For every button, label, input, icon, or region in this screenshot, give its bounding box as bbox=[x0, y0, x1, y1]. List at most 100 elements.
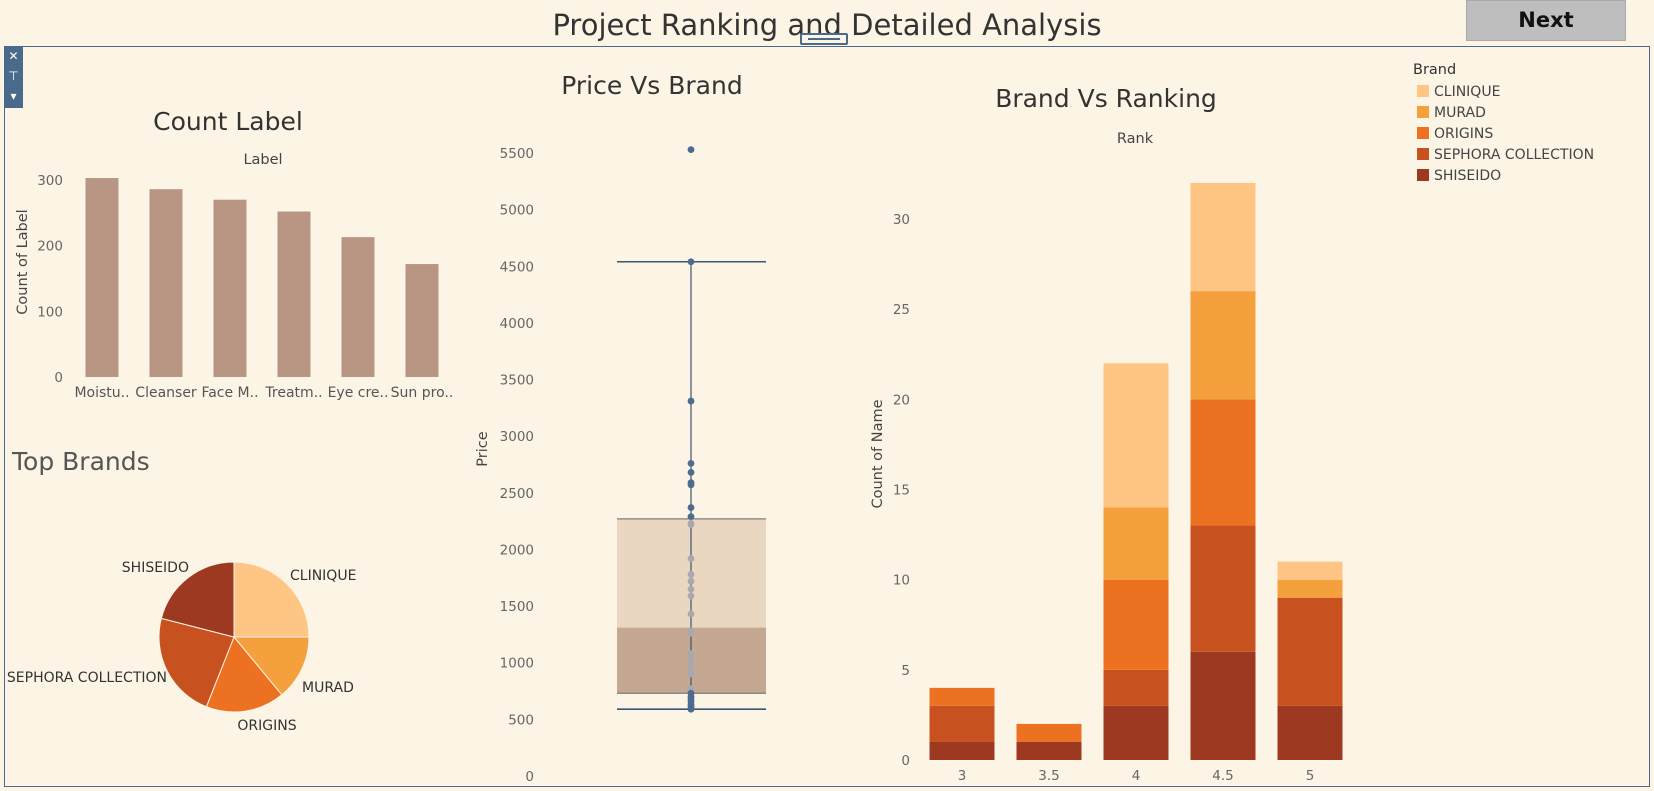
count-bar[interactable] bbox=[405, 264, 439, 377]
price-point[interactable] bbox=[687, 513, 695, 521]
price-ytick: 4500 bbox=[500, 259, 534, 275]
price-point[interactable] bbox=[687, 577, 695, 585]
count-label-ylabel: Count of Label bbox=[15, 209, 31, 314]
container-move-handle[interactable] bbox=[800, 33, 848, 45]
legend-swatch bbox=[1417, 169, 1429, 181]
pie-slice[interactable] bbox=[233, 561, 310, 638]
price-point[interactable] bbox=[687, 585, 695, 593]
rank-bar-segment[interactable] bbox=[1103, 507, 1169, 580]
price-point[interactable] bbox=[687, 504, 695, 511]
rank-bar-segment[interactable] bbox=[1103, 669, 1169, 706]
rank-xtick: 5 bbox=[1306, 768, 1315, 784]
legend-swatch bbox=[1417, 106, 1429, 118]
price-point[interactable] bbox=[687, 660, 695, 668]
pie-label: SHISEIDO bbox=[122, 560, 189, 576]
rank-bar-segment[interactable] bbox=[1190, 525, 1256, 652]
rank-bar-segment[interactable] bbox=[929, 687, 995, 706]
pie-slice[interactable] bbox=[205, 636, 283, 713]
price-point[interactable] bbox=[687, 610, 695, 618]
rank-bar-segment[interactable] bbox=[1103, 705, 1169, 760]
pie-slice[interactable] bbox=[158, 617, 235, 708]
legend-swatch bbox=[1417, 127, 1429, 139]
count-bar[interactable] bbox=[213, 199, 247, 377]
price-point[interactable] bbox=[687, 521, 695, 528]
price-point[interactable] bbox=[687, 670, 695, 678]
rank-bar-segment[interactable] bbox=[1277, 705, 1343, 760]
rank-bar-segment[interactable] bbox=[1190, 651, 1256, 760]
brand-vs-ranking-chart: Brand Vs Ranking Rank Count of Name 0 5 10… bbox=[870, 84, 1343, 784]
count-xtick: Face M.. bbox=[201, 385, 258, 401]
legend-label[interactable]: SHISEIDO bbox=[1434, 168, 1501, 184]
legend-label[interactable]: ORIGINS bbox=[1434, 126, 1493, 142]
price-ytick: 1500 bbox=[500, 599, 534, 615]
rank-xtick: 4.5 bbox=[1212, 768, 1233, 784]
count-label-chart: Count Label Label Count of Label 0 100 200… bbox=[15, 107, 453, 401]
count-xtick: Eye cre.. bbox=[328, 385, 389, 401]
rank-bar-segment[interactable] bbox=[1277, 597, 1343, 706]
price-point[interactable] bbox=[687, 629, 695, 637]
rank-bar-segment[interactable] bbox=[1103, 579, 1169, 670]
count-bar[interactable] bbox=[85, 178, 119, 377]
container-toolbar[interactable]: ✕ ⊤ ▾ bbox=[4, 46, 23, 108]
pie-slice[interactable] bbox=[232, 636, 310, 696]
rank-bar-segment[interactable] bbox=[1277, 561, 1343, 580]
legend-label[interactable]: CLINIQUE bbox=[1434, 84, 1500, 100]
price-point[interactable] bbox=[687, 481, 695, 489]
count-bar[interactable] bbox=[149, 189, 183, 377]
price-point[interactable] bbox=[687, 459, 695, 467]
pie-label: CLINIQUE bbox=[290, 568, 356, 584]
rank-bar-segment[interactable] bbox=[1103, 363, 1169, 508]
rank-ytick: 25 bbox=[893, 302, 910, 318]
price-point[interactable] bbox=[687, 653, 695, 661]
count-xtick: Treatm.. bbox=[264, 385, 322, 401]
price-point[interactable] bbox=[687, 469, 695, 476]
legend-swatch bbox=[1417, 85, 1429, 97]
count-ytick: 300 bbox=[37, 173, 63, 189]
rank-bar-segment[interactable] bbox=[1016, 741, 1082, 760]
chevron-down-icon[interactable]: ▾ bbox=[10, 89, 17, 103]
legend-label[interactable]: MURAD bbox=[1434, 105, 1486, 121]
price-point[interactable] bbox=[687, 146, 695, 154]
rank-bar-segment[interactable] bbox=[1016, 723, 1082, 742]
price-point[interactable] bbox=[687, 555, 695, 562]
rank-ytick: 20 bbox=[893, 392, 910, 408]
rank-bar-segment[interactable] bbox=[1277, 579, 1343, 598]
price-ytick: 3500 bbox=[500, 373, 534, 389]
price-point[interactable] bbox=[687, 397, 695, 405]
rank-xtick: 3.5 bbox=[1038, 768, 1059, 784]
pin-icon[interactable]: ⊤ bbox=[8, 69, 19, 83]
count-label-header: Label bbox=[243, 152, 282, 168]
rank-bar-segment[interactable] bbox=[929, 705, 995, 742]
count-ytick: 200 bbox=[37, 239, 63, 255]
pie-label: MURAD bbox=[302, 680, 354, 696]
count-of-name-ylabel: Count of Name bbox=[870, 399, 886, 508]
price-ytick: 1000 bbox=[500, 656, 534, 672]
rank-ytick: 30 bbox=[893, 212, 910, 228]
rank-bar-segment[interactable] bbox=[1190, 182, 1256, 292]
close-icon[interactable]: ✕ bbox=[8, 49, 19, 63]
price-vs-brand-chart: Price Vs Brand Price 0 500 1000 1500 2000 250… bbox=[475, 71, 766, 785]
legend-label[interactable]: SEPHORA COLLECTION bbox=[1434, 147, 1594, 163]
legend-title: Brand bbox=[1413, 62, 1456, 78]
count-ytick: 0 bbox=[54, 370, 63, 386]
price-ytick: 2000 bbox=[500, 542, 534, 558]
rank-bar-segment[interactable] bbox=[1190, 291, 1256, 400]
rank-bar-segment[interactable] bbox=[929, 741, 995, 760]
price-ytick: 5000 bbox=[500, 203, 534, 219]
rank-bar-segment[interactable] bbox=[1190, 399, 1256, 526]
pie-label: ORIGINS bbox=[237, 718, 296, 734]
rank-ytick: 10 bbox=[893, 573, 910, 589]
rank-xtick: 3 bbox=[958, 768, 967, 784]
price-point[interactable] bbox=[687, 258, 695, 266]
rank-ytick: 5 bbox=[901, 663, 910, 679]
next-button[interactable]: Next bbox=[1466, 0, 1626, 41]
count-bar[interactable] bbox=[341, 237, 375, 377]
price-point[interactable] bbox=[687, 570, 695, 578]
pie-slice[interactable] bbox=[160, 561, 235, 638]
price-point[interactable] bbox=[687, 705, 695, 713]
price-point[interactable] bbox=[687, 592, 695, 600]
count-bar[interactable] bbox=[277, 211, 311, 377]
price-ylabel: Price bbox=[475, 431, 491, 466]
price-ytick: 3000 bbox=[500, 429, 534, 445]
price-vs-brand-title: Price Vs Brand bbox=[561, 71, 742, 100]
